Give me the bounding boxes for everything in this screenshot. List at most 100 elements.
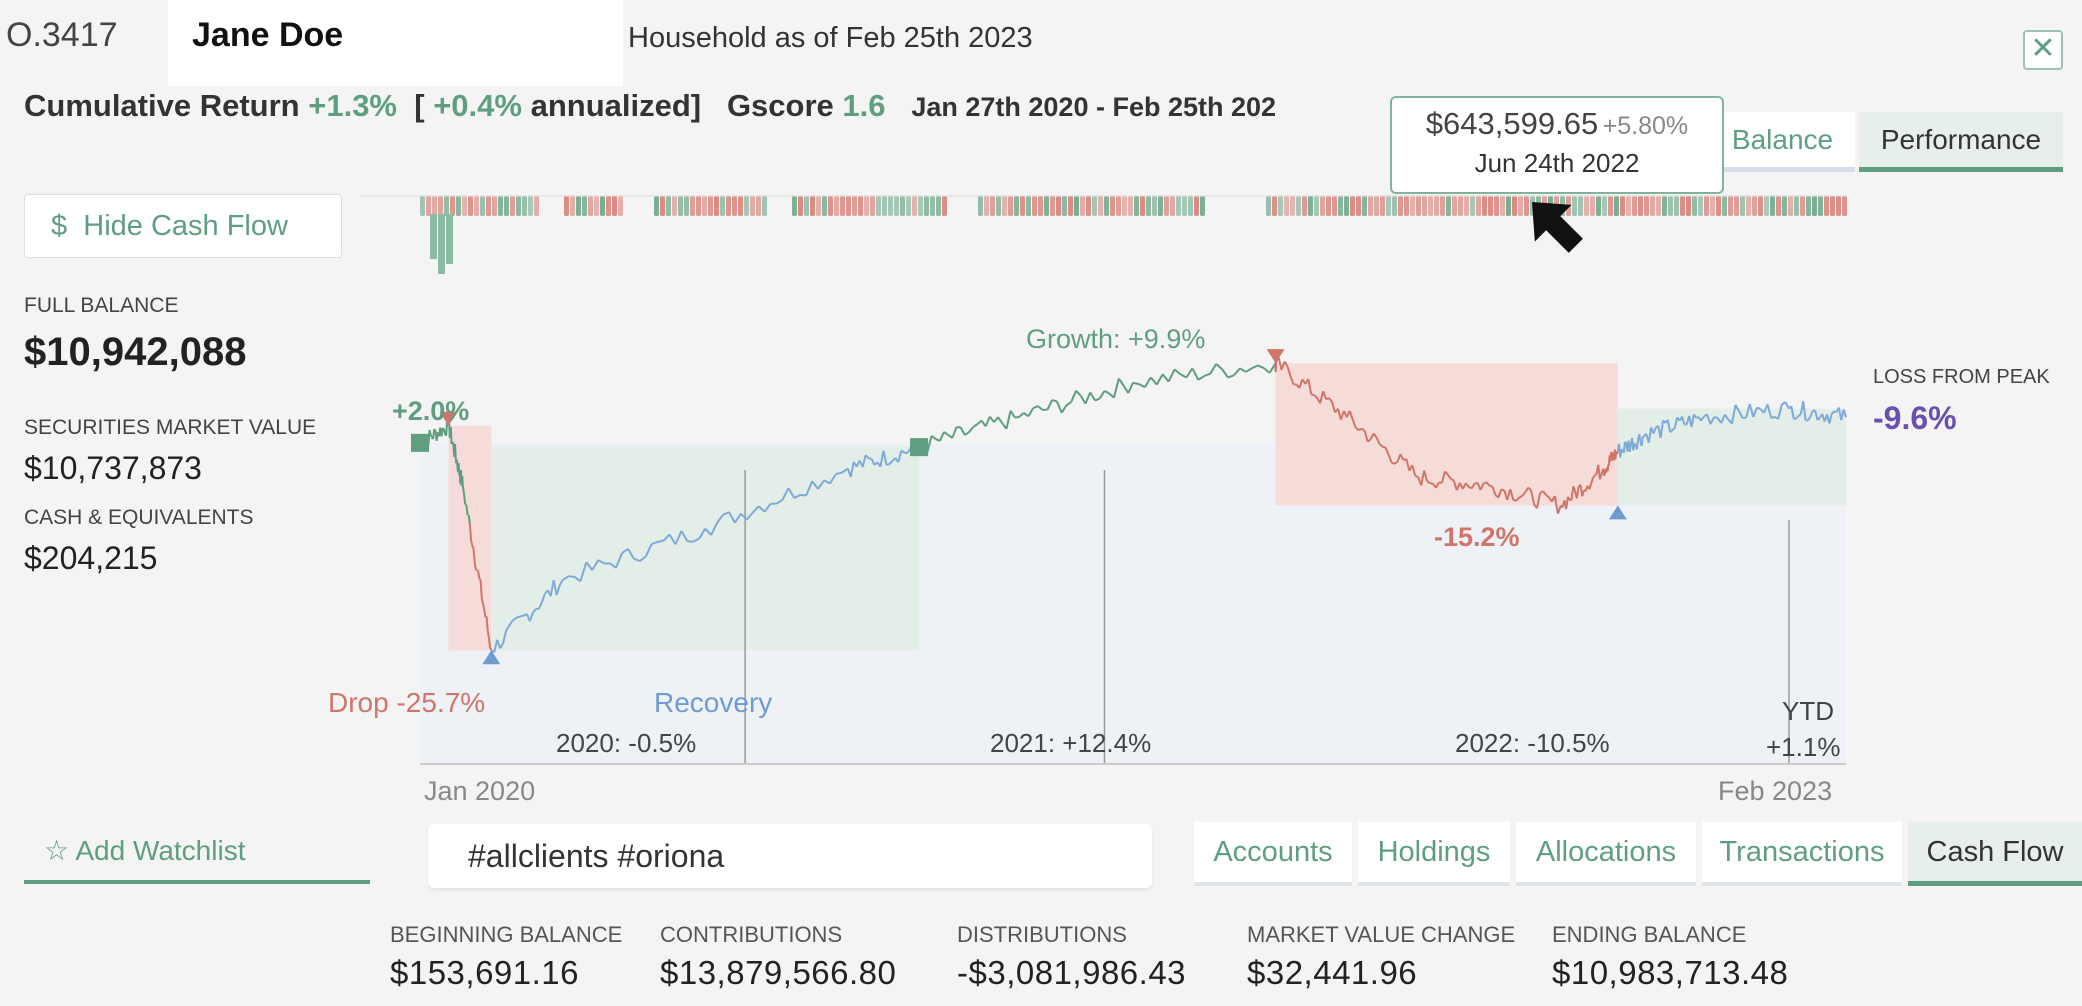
performance-line-segment bbox=[562, 575, 570, 581]
performance-line-segment bbox=[993, 416, 999, 423]
cash-flow-bar bbox=[1716, 196, 1721, 216]
performance-line-segment bbox=[680, 530, 689, 542]
performance-line-segment bbox=[1518, 495, 1523, 499]
performance-line-segment bbox=[1117, 377, 1125, 387]
performance-line-segment bbox=[1027, 407, 1035, 417]
cash-flow-bar bbox=[1428, 196, 1433, 216]
performance-line-segment bbox=[458, 473, 461, 477]
cash-flow-bar bbox=[1074, 196, 1079, 216]
performance-line-segment bbox=[1132, 381, 1140, 386]
dollar-icon: $ bbox=[51, 210, 68, 242]
cumulative-label: Cumulative Return bbox=[24, 88, 300, 123]
performance-line-segment bbox=[615, 552, 623, 569]
add-watchlist-button[interactable]: ☆ Add Watchlist bbox=[24, 822, 370, 884]
cash-flow-bar bbox=[430, 214, 437, 259]
performance-line-segment bbox=[1420, 470, 1426, 486]
cash-flow-bar bbox=[1134, 196, 1139, 216]
performance-line-segment bbox=[482, 603, 486, 610]
performance-chart[interactable]: +2.0% Drop -25.7% Recovery Growth: +9.9%… bbox=[0, 0, 2082, 820]
gscore-value: 1.6 bbox=[842, 88, 886, 123]
performance-line-segment bbox=[943, 431, 949, 436]
performance-line-segment bbox=[728, 511, 736, 524]
cash-flow-bar bbox=[1494, 196, 1499, 216]
performance-line-segment bbox=[1367, 438, 1372, 443]
performance-line-segment bbox=[835, 471, 843, 475]
performance-line-segment bbox=[476, 569, 480, 572]
cash-flow-bar bbox=[1050, 196, 1055, 216]
tab-balance[interactable]: Balance bbox=[1710, 112, 1855, 172]
performance-line-segment bbox=[787, 487, 796, 499]
tab-accounts[interactable]: Accounts bbox=[1194, 822, 1352, 886]
performance-line-segment bbox=[1713, 416, 1718, 419]
cash-flow-bar bbox=[1320, 196, 1325, 216]
annualized-label: annualized] bbox=[530, 88, 702, 123]
tab-transactions[interactable]: Transactions bbox=[1702, 822, 1902, 886]
performance-line-segment bbox=[1766, 404, 1773, 419]
cash-flow-bar bbox=[1518, 196, 1523, 216]
cash-flow-bar bbox=[882, 196, 887, 216]
cash-flow-bar bbox=[1398, 196, 1403, 216]
hide-cash-flow-button[interactable]: $ Hide Cash Flow bbox=[24, 194, 342, 258]
cash-flow-bar bbox=[798, 196, 803, 216]
cash-flow-bar bbox=[1620, 196, 1625, 216]
performance-line-segment bbox=[1500, 488, 1505, 492]
performance-line-segment bbox=[1089, 391, 1096, 402]
performance-line-segment bbox=[1802, 401, 1807, 421]
performance-line-segment bbox=[1673, 417, 1679, 429]
cash-flow-bar bbox=[1674, 196, 1679, 216]
tab-holdings[interactable]: Holdings bbox=[1358, 822, 1510, 886]
cash-flow-bar bbox=[894, 196, 899, 216]
tab-performance[interactable]: Performance bbox=[1859, 112, 2063, 172]
cash-flow-bar bbox=[1194, 196, 1199, 216]
cash-value: $204,215 bbox=[24, 540, 158, 576]
performance-line-segment bbox=[1450, 478, 1455, 482]
tab-allocations[interactable]: Allocations bbox=[1516, 822, 1696, 886]
performance-line-segment bbox=[540, 593, 546, 603]
performance-line-segment bbox=[1104, 390, 1110, 395]
cash-flow-bar bbox=[1038, 196, 1043, 216]
tab-cash-flow[interactable]: Cash Flow bbox=[1908, 822, 2082, 886]
performance-line-segment bbox=[477, 571, 481, 580]
performance-line-segment bbox=[585, 561, 594, 571]
performance-line-segment bbox=[1570, 486, 1575, 501]
cash-flow-bar bbox=[828, 196, 833, 216]
close-button[interactable]: ✕ bbox=[2023, 30, 2063, 70]
performance-line-segment bbox=[1809, 410, 1814, 418]
performance-line-segment bbox=[972, 423, 978, 428]
tags-input[interactable]: #allclients #oriona bbox=[428, 824, 1152, 888]
rebound-fill bbox=[1617, 408, 1846, 506]
cash-flow-bar bbox=[1104, 196, 1109, 216]
performance-line-segment bbox=[597, 559, 605, 565]
cash-flow-bar bbox=[1026, 196, 1031, 216]
cash-flow-bar bbox=[678, 196, 683, 216]
cash-flow-bar bbox=[432, 196, 437, 216]
cash-flow-bar bbox=[906, 196, 911, 216]
performance-line-segment bbox=[1709, 416, 1715, 425]
cash-flow-bar bbox=[480, 196, 485, 216]
cash-flow-bar bbox=[1356, 196, 1361, 216]
performance-line-segment bbox=[1393, 461, 1398, 465]
performance-line-segment bbox=[698, 528, 707, 540]
performance-line-segment bbox=[868, 457, 872, 460]
securities-value: $10,737,873 bbox=[24, 450, 202, 486]
cash-flow-bar bbox=[1440, 196, 1445, 216]
cash-flow-bar bbox=[462, 196, 467, 216]
cash-flow-bar bbox=[1602, 196, 1607, 216]
performance-line-segment bbox=[959, 426, 966, 436]
performance-line-segment bbox=[886, 463, 890, 466]
performance-line-segment bbox=[1652, 427, 1657, 434]
performance-line-segment bbox=[520, 614, 525, 618]
performance-line-segment bbox=[461, 475, 464, 486]
client-name-box: Jane Doe bbox=[168, 0, 623, 86]
cash-flow-bar bbox=[1626, 196, 1631, 216]
performance-line-segment bbox=[1227, 374, 1235, 379]
performance-line-segment bbox=[1127, 382, 1134, 394]
cash-flow-bar bbox=[888, 196, 893, 216]
cash-flow-bar bbox=[1476, 196, 1481, 216]
performance-line-segment bbox=[1363, 430, 1369, 442]
performance-line-segment bbox=[1770, 415, 1775, 419]
performance-line-segment bbox=[1411, 465, 1417, 477]
performance-line-segment bbox=[1277, 356, 1283, 371]
performance-line-segment bbox=[502, 630, 508, 644]
growth-label: Growth: +9.9% bbox=[1026, 324, 1205, 354]
